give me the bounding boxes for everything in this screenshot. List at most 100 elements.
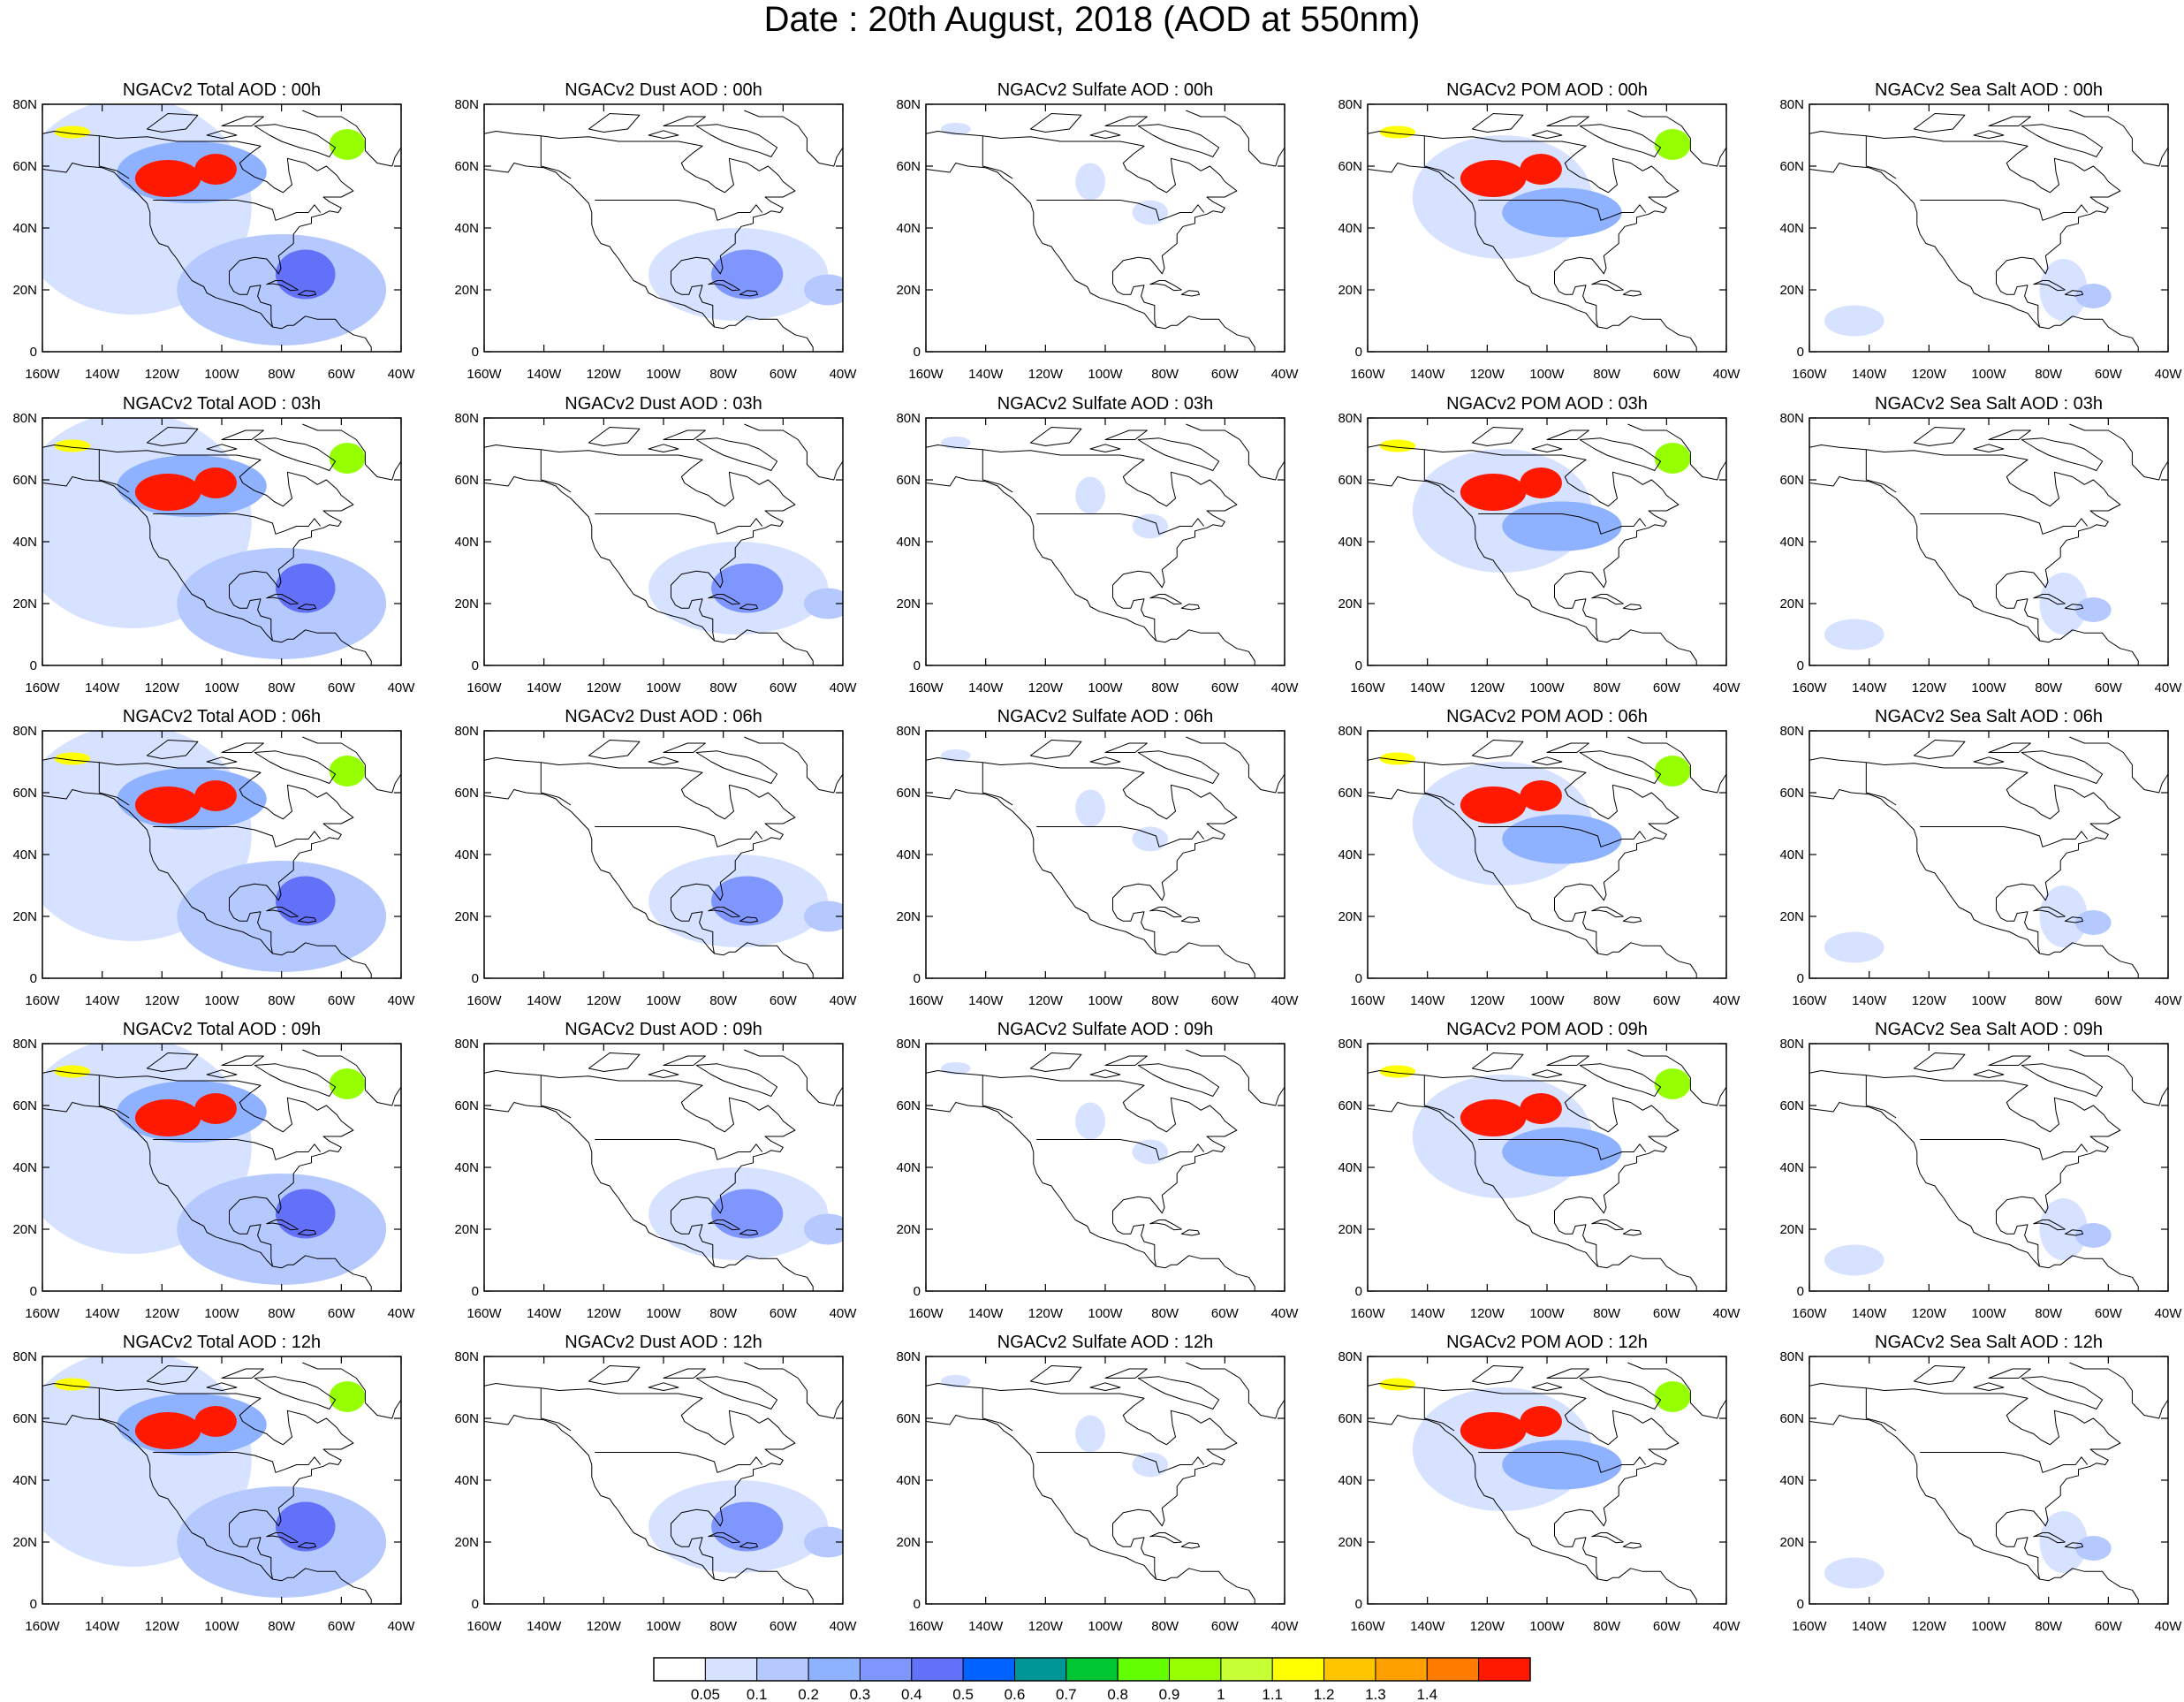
lat-tick-label: 20N (12, 1535, 37, 1550)
lat-tick-label: 60N (12, 159, 37, 174)
colorbar-label: 1.3 (1365, 1686, 1386, 1702)
lon-tick-label: 80W (268, 367, 296, 382)
lon-tick-label: 40W (388, 1619, 416, 1634)
lat-tick-label: 0 (30, 971, 37, 986)
lat-tick-label: 60N (1779, 1098, 1804, 1113)
panel-title: NGACv2 Sulfate AOD : 09h (997, 1020, 1214, 1039)
colorbar-label: 1.1 (1262, 1686, 1283, 1702)
lat-tick-label: 80N (1779, 724, 1804, 739)
lat-tick-label: 40N (1338, 1473, 1362, 1488)
lon-tick-label: 120W (145, 367, 180, 382)
aod-blob (804, 274, 843, 306)
colorbar-label: 1 (1217, 1686, 1225, 1702)
lon-tick-label: 120W (145, 1619, 180, 1634)
lon-tick-label: 100W (1088, 1306, 1123, 1321)
lon-tick-label: 120W (1912, 1306, 1947, 1321)
lat-tick-label: 0 (30, 658, 37, 673)
lon-tick-label: 60W (328, 1306, 356, 1321)
lat-tick-label: 60N (12, 786, 37, 801)
aod-blob (275, 563, 336, 613)
coastline (42, 1362, 401, 1604)
map-panel-dust-row-1: NGACv2 Dust AOD : 03h 160W 140W 120W 100W 80W… (454, 394, 857, 695)
lat-tick-label: 40N (1338, 535, 1362, 550)
lat-tick-label: 20N (1338, 596, 1362, 612)
lon-tick-label: 120W (1028, 1619, 1064, 1634)
lon-tick-label: 160W (908, 1306, 944, 1321)
lon-tick-label: 160W (1792, 1306, 1827, 1321)
aod-blob (1379, 439, 1416, 452)
colorbar-swatch (1478, 1657, 1531, 1682)
coastline (484, 423, 843, 665)
map-panel-dust-row-4: NGACv2 Dust AOD : 12h 160W 140W 120W 100W 80W… (454, 1333, 857, 1634)
lat-tick-label: 40N (896, 1160, 921, 1175)
lat-tick-label: 60N (454, 786, 479, 801)
map-panel-sulfate-row-2: NGACv2 Sulfate AOD : 06h 160W 140W 120W 100W… (896, 707, 1299, 1008)
colorbar-label: 0.8 (1107, 1686, 1128, 1702)
panel-title: NGACv2 POM AOD : 12h (1446, 1333, 1648, 1352)
lon-tick-label: 60W (328, 367, 356, 382)
aod-blob (329, 1381, 366, 1412)
lon-tick-label: 160W (1350, 367, 1385, 382)
lat-tick-label: 80N (454, 97, 479, 112)
panel-title: NGACv2 Total AOD : 03h (123, 394, 321, 414)
lon-tick-label: 100W (646, 993, 681, 1008)
lon-tick-label: 140W (527, 993, 562, 1008)
aod-blob (1132, 826, 1169, 852)
lon-tick-label: 120W (145, 1306, 180, 1321)
aod-blob (1520, 1093, 1562, 1124)
lon-tick-label: 40W (1713, 367, 1741, 382)
aod-blob (329, 443, 366, 474)
aod-blob (940, 1375, 971, 1387)
colorbar-swatch (1117, 1657, 1171, 1682)
colorbar-swatch (911, 1657, 964, 1682)
aod-blob (1460, 1099, 1527, 1136)
lon-tick-label: 100W (204, 993, 239, 1008)
lat-tick-label: 80N (1779, 1037, 1804, 1052)
aod-blob (1132, 1452, 1169, 1478)
lon-tick-label: 60W (2095, 680, 2123, 695)
lat-tick-label: 20N (12, 283, 37, 298)
aod-blob (711, 1501, 784, 1552)
coastline (1368, 1362, 1726, 1604)
lon-tick-label: 80W (1151, 367, 1179, 382)
lon-tick-label: 160W (908, 993, 944, 1008)
lat-tick-label: 20N (896, 283, 921, 298)
lat-tick-label: 60N (1338, 159, 1362, 174)
aod-blob (1379, 1378, 1416, 1391)
lat-tick-label: 0 (472, 1284, 479, 1299)
lon-tick-label: 120W (145, 993, 180, 1008)
colorbar-swatch (756, 1657, 809, 1682)
lon-tick-label: 40W (1713, 1619, 1741, 1634)
aod-blob (134, 1412, 201, 1449)
lon-tick-label: 80W (709, 1306, 738, 1321)
lon-tick-label: 80W (268, 680, 296, 695)
lon-tick-label: 80W (1593, 1306, 1621, 1321)
aod-blob (1520, 467, 1562, 498)
lat-tick-label: 20N (454, 909, 479, 924)
map-panel-total-row-0: NGACv2 Total AOD : 00h 160W 140W 120W 100W 80… (12, 80, 415, 382)
lat-tick-label: 60N (454, 1411, 479, 1426)
lon-tick-label: 140W (1852, 993, 1887, 1008)
lon-tick-label: 120W (1912, 993, 1947, 1008)
aod-blob (134, 160, 201, 197)
lon-tick-label: 140W (1410, 1306, 1445, 1321)
lon-tick-label: 140W (1852, 1619, 1887, 1634)
lat-tick-label: 80N (1779, 97, 1804, 112)
colorbar-frame (653, 1657, 1531, 1682)
lon-tick-label: 160W (908, 367, 944, 382)
lat-tick-label: 80N (1338, 1037, 1362, 1052)
lon-tick-label: 100W (1971, 367, 2006, 382)
lon-tick-label: 60W (770, 680, 798, 695)
lon-tick-label: 100W (646, 367, 681, 382)
map-panel-sulfate-row-4: NGACv2 Sulfate AOD : 12h 160W 140W 120W 100W… (896, 1333, 1299, 1634)
lon-tick-label: 40W (1271, 367, 1300, 382)
lon-tick-label: 40W (830, 1306, 858, 1321)
lat-tick-label: 80N (1779, 411, 1804, 426)
coastline (484, 1049, 843, 1291)
map-panel-dust-row-2: NGACv2 Dust AOD : 06h 160W 140W 120W 100W 80W… (454, 707, 857, 1008)
aod-blob (54, 1378, 91, 1391)
lon-tick-label: 60W (1653, 680, 1681, 695)
aod-blob (1075, 1102, 1105, 1140)
lat-tick-label: 80N (454, 1037, 479, 1052)
lon-tick-label: 100W (1529, 680, 1565, 695)
